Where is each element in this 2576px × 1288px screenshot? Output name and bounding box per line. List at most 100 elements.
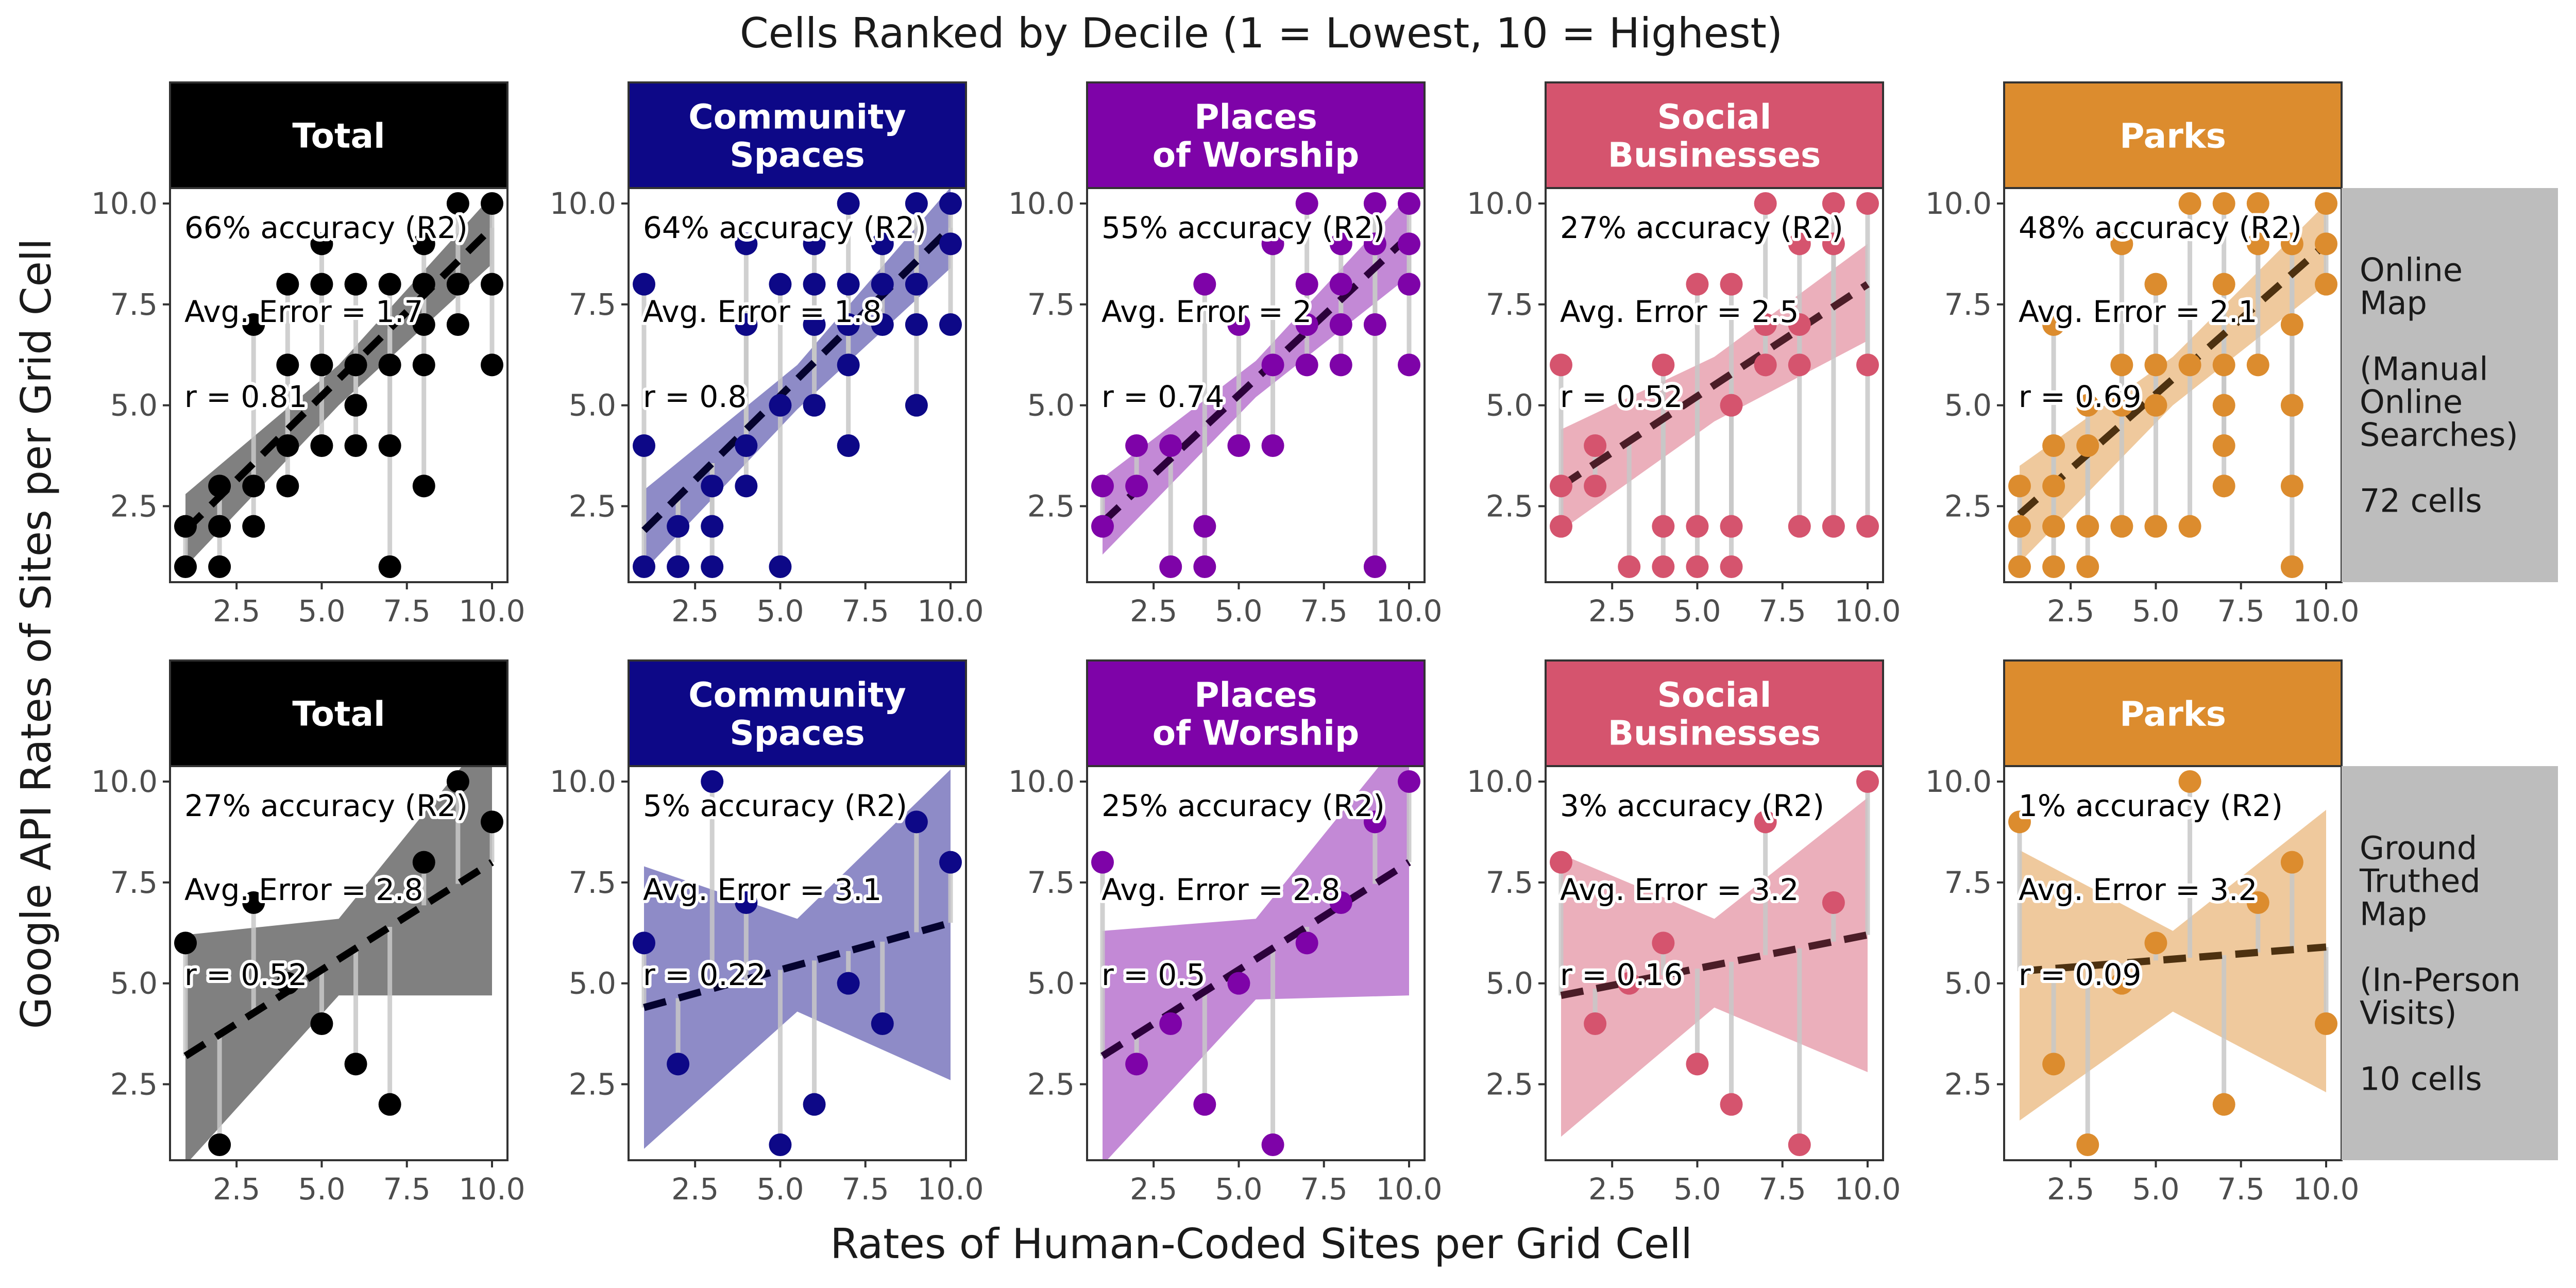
x-tick-label: 5.0: [1215, 594, 1262, 629]
data-point: [1329, 891, 1352, 914]
panel-ground-4: Parks 1% accuracy (R2) Avg. Error = 3.2 r =…: [1925, 659, 2360, 1207]
trend-line: [2017, 241, 2329, 517]
data-point: [1652, 515, 1675, 538]
data-point: [2042, 474, 2065, 498]
data-point: [276, 434, 299, 457]
stat-annotation: r = 0.69: [2019, 379, 2141, 414]
x-tick-label: 10.0: [459, 1172, 525, 1207]
data-point: [174, 555, 197, 578]
data-point: [1550, 474, 1572, 498]
y-tick-label: 10.0: [1925, 764, 1992, 799]
data-point: [1856, 770, 1879, 793]
data-point: [412, 273, 435, 296]
data-point: [1856, 515, 1879, 538]
stat-annotation: r = 0.52: [184, 957, 307, 992]
x-tick-label: 7.5: [1300, 594, 1348, 629]
data-point: [837, 192, 860, 215]
y-tick-label: 10.0: [91, 186, 158, 221]
panel-frame: [169, 765, 509, 1161]
data-point: [2008, 515, 2031, 538]
x-tick-label: 5.0: [756, 1172, 804, 1207]
data-point: [2246, 192, 2269, 215]
data-point: [1193, 273, 1216, 296]
data-point: [1720, 1093, 1743, 1116]
stat-annotation: 66% accuracy (R2): [184, 210, 468, 245]
stat-annotation: 1% accuracy (R2): [2019, 788, 2283, 823]
data-point: [701, 474, 724, 498]
facet-strip: [1545, 659, 1884, 767]
y-tick-label: 5.0: [1486, 966, 1533, 1001]
x-tick-label: 2.5: [1588, 594, 1636, 629]
data-point: [735, 313, 758, 336]
data-point: [1295, 192, 1318, 215]
data-point: [633, 434, 655, 457]
data-point: [1295, 273, 1318, 296]
stat-annotation: r = 0.74: [1101, 379, 1224, 414]
data-point: [1822, 232, 1845, 256]
data-point: [2246, 232, 2269, 256]
data-point: [1398, 273, 1420, 296]
data-point: [1329, 273, 1352, 296]
data-point: [905, 273, 928, 296]
data-point: [1686, 273, 1709, 296]
y-tick-label: 10.0: [550, 764, 616, 799]
x-tick-label: 7.5: [2217, 594, 2265, 629]
data-point: [939, 232, 962, 256]
y-tick-label: 10.0: [1467, 764, 1533, 799]
stat-annotation: Avg. Error = 3.2: [2019, 872, 2257, 907]
data-point: [803, 313, 826, 336]
x-tick-label: 7.5: [1300, 1172, 1348, 1207]
x-tick-label: 7.5: [842, 1172, 889, 1207]
stat-annotation: Avg. Error = 3.2: [1560, 872, 1799, 907]
data-point: [837, 434, 860, 457]
data-point: [633, 555, 655, 578]
data-point: [1329, 313, 1352, 336]
x-tick-label: 7.5: [383, 1172, 431, 1207]
data-point: [310, 1012, 333, 1035]
data-point: [2178, 515, 2201, 538]
y-tick-label: 2.5: [1486, 489, 1533, 524]
data-point: [769, 1133, 792, 1156]
data-point: [871, 232, 894, 256]
row-strip-label: Map: [2360, 284, 2427, 322]
stat-annotation: Avg. Error = 2: [1101, 294, 1312, 329]
data-point: [446, 313, 469, 336]
y-tick-label: 10.0: [1008, 764, 1075, 799]
confidence-band: [644, 769, 951, 1149]
data-point: [735, 434, 758, 457]
facet-strip-label: of Worship: [1153, 135, 1360, 175]
x-tick-label: 2.5: [2047, 1172, 2094, 1207]
data-point: [2246, 353, 2269, 377]
panel-grid: Total 66% accuracy (R2) Avg. Error = 1.7 r …: [91, 81, 2558, 1207]
data-point: [2042, 313, 2065, 336]
data-point: [2280, 394, 2303, 417]
y-tick-label: 10.0: [550, 186, 616, 221]
data-point: [2315, 273, 2337, 296]
y-tick-label: 10.0: [1925, 186, 1992, 221]
x-tick-label: 5.0: [1215, 1172, 1262, 1207]
x-tick-label: 2.5: [1130, 594, 1177, 629]
facet-strip-label: Businesses: [1608, 135, 1821, 175]
data-point: [837, 972, 860, 995]
y-tick-label: 2.5: [569, 489, 616, 524]
data-point: [633, 273, 655, 296]
y-tick-label: 10.0: [1008, 186, 1075, 221]
x-tick-label: 10.0: [459, 594, 525, 629]
data-point: [276, 972, 299, 995]
facet-strip: [628, 81, 967, 189]
data-point: [344, 1053, 367, 1076]
data-point: [1822, 515, 1845, 538]
panel-frame: [1545, 187, 1884, 583]
stat-annotation: r = 0.8: [643, 379, 747, 414]
data-point: [633, 931, 655, 955]
x-tick-label: 2.5: [671, 1172, 719, 1207]
data-point: [1227, 972, 1250, 995]
data-point: [1159, 434, 1182, 457]
stat-annotation: r = 0.09: [2019, 957, 2141, 992]
facet-strip-label: Total: [292, 116, 385, 156]
data-point: [378, 1093, 401, 1116]
data-point: [412, 851, 435, 874]
row-strip: [2342, 188, 2558, 582]
y-tick-label: 2.5: [110, 489, 158, 524]
